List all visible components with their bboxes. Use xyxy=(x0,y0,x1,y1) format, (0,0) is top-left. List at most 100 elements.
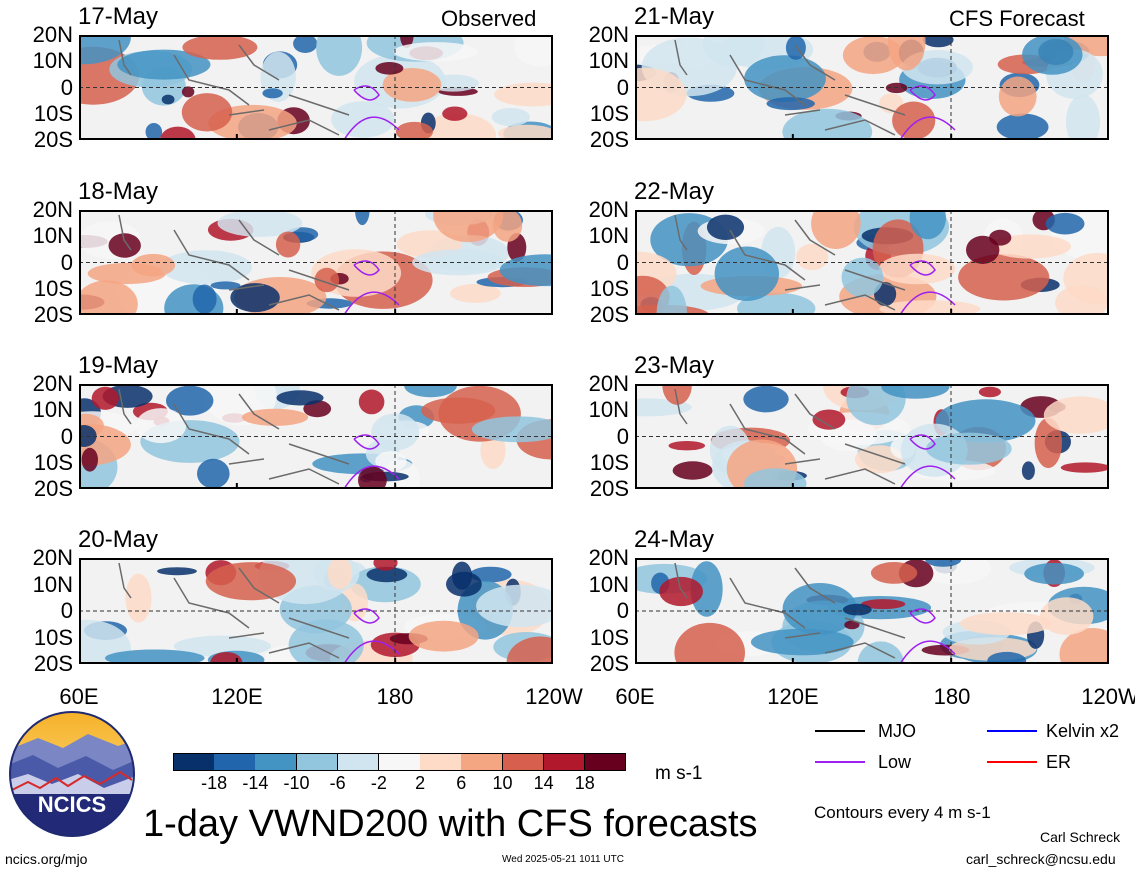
colorbar-segment xyxy=(378,753,421,771)
wind-anomaly-blob xyxy=(145,123,163,140)
wind-anomaly-blob xyxy=(1063,35,1109,57)
y-tick-label: 0 xyxy=(60,74,73,100)
wind-anomaly-blob xyxy=(421,397,496,424)
wind-anomaly-blob xyxy=(659,576,703,607)
wind-anomaly-blob xyxy=(987,651,1027,664)
wind-anomaly-blob xyxy=(288,619,364,664)
wind-anomaly-blob xyxy=(494,82,553,107)
map-panel xyxy=(79,210,553,315)
wind-anomaly-blob xyxy=(998,76,1037,117)
wind-anomaly-blob xyxy=(408,620,479,652)
wind-anomaly-blob xyxy=(497,124,553,140)
contour-note: Contours every 4 m s-1 xyxy=(814,803,991,822)
x-tick-label: 120W xyxy=(525,684,583,709)
wind-anomaly-blob xyxy=(842,603,872,616)
panel-date-label: 22-May xyxy=(634,178,715,205)
wind-anomaly-blob xyxy=(393,42,478,62)
wind-anomaly-blob xyxy=(506,636,553,664)
wind-anomaly-blob xyxy=(909,210,946,240)
y-tick-label: 0 xyxy=(60,249,73,275)
panel-date-label: 21-May xyxy=(634,3,715,30)
y-tick-label: 20S xyxy=(33,127,73,152)
wind-anomaly-blob xyxy=(668,441,706,451)
y-tick-label: 20S xyxy=(589,476,629,501)
panel-border xyxy=(79,35,553,140)
y-tick-label: 20S xyxy=(589,127,629,152)
y-tick-label: 0 xyxy=(616,249,629,275)
wind-anomaly-blob xyxy=(217,210,303,237)
wind-anomaly-blob xyxy=(935,399,1036,443)
x-tick-label: 120W xyxy=(1081,684,1135,709)
wind-anomaly-blob xyxy=(276,390,324,406)
coastline xyxy=(118,214,350,311)
y-tick-label: 10N xyxy=(32,397,73,423)
colorbar-tick-label: -2 xyxy=(370,773,387,793)
wind-anomaly-blob xyxy=(160,250,253,285)
wind-anomaly-blob xyxy=(131,253,176,277)
map-panel xyxy=(79,384,553,489)
low-contour xyxy=(343,434,400,489)
coastline xyxy=(674,388,906,485)
footer-url: ncics.org/mjo xyxy=(5,851,88,867)
wind-anomaly-blob xyxy=(375,451,407,472)
wind-anomaly-blob xyxy=(375,62,404,75)
wind-anomaly-blob xyxy=(690,561,723,617)
panel-date-label: 19-May xyxy=(78,352,159,379)
low-contour xyxy=(899,608,956,664)
panel-date-label: 20-May xyxy=(78,526,159,553)
wind-anomaly-blob xyxy=(166,385,214,416)
colorbar-tick-label: -14 xyxy=(242,773,269,793)
wind-anomaly-blob xyxy=(450,283,501,303)
wind-anomaly-blob xyxy=(878,253,956,285)
y-tick-label: 10N xyxy=(588,571,629,597)
wind-anomaly-blob xyxy=(105,649,205,664)
wind-anomaly-blob xyxy=(499,254,553,287)
wind-anomaly-blob xyxy=(656,285,687,315)
wind-anomaly-blob xyxy=(157,567,197,576)
wind-anomaly-blob xyxy=(662,384,692,405)
y-tick-label: 10N xyxy=(32,48,73,74)
wind-anomaly-blob xyxy=(706,214,745,240)
wind-anomaly-blob xyxy=(371,413,420,451)
colorbar-tick-label: -10 xyxy=(283,773,310,793)
wind-anomaly-blob xyxy=(1045,212,1085,235)
wind-anomaly-blob xyxy=(316,35,363,76)
wind-anomaly-blob xyxy=(117,49,211,80)
wind-anomaly-blob xyxy=(314,267,340,293)
wind-anomaly-blob xyxy=(1040,597,1094,635)
y-tick-label: 20S xyxy=(589,302,629,327)
wind-anomaly-blob xyxy=(796,243,829,271)
wind-anomaly-blob xyxy=(197,458,230,489)
wind-anomaly-blob xyxy=(395,121,433,140)
panel-date-label: 17-May xyxy=(78,3,159,30)
y-tick-label: 0 xyxy=(616,74,629,100)
footer-author: Carl Schreck xyxy=(1040,829,1121,845)
wind-anomaly-blob xyxy=(210,281,241,290)
panel-date-label: 24-May xyxy=(634,526,715,553)
wind-anomaly-blob xyxy=(205,562,297,601)
colorbar-segment xyxy=(337,753,380,771)
wind-anomaly-blob xyxy=(766,97,815,111)
y-tick-label: 10N xyxy=(32,223,73,249)
wind-anomaly-blob xyxy=(210,652,243,664)
map-panel xyxy=(635,35,1109,140)
map-panel xyxy=(79,35,553,140)
wind-anomaly-blob xyxy=(879,300,981,315)
map-panel xyxy=(79,558,553,664)
wind-anomaly-blob xyxy=(382,68,442,102)
wind-anomaly-blob xyxy=(79,35,131,65)
wind-anomaly-blob xyxy=(635,67,687,122)
wind-anomaly-blob xyxy=(996,113,1049,140)
wind-anomaly-blob xyxy=(857,641,904,664)
y-tick-label: 10S xyxy=(589,275,629,301)
wind-anomaly-blob xyxy=(812,409,846,430)
colorbar-units: m s-1 xyxy=(655,763,703,784)
y-tick-label: 20S xyxy=(589,651,629,676)
wind-anomaly-blob xyxy=(327,558,353,590)
wind-anomaly-blob xyxy=(674,622,745,664)
panel-border xyxy=(79,210,553,315)
x-tick-label: 180 xyxy=(376,684,414,709)
wind-anomaly-blob xyxy=(182,35,258,60)
wind-anomaly-blob xyxy=(870,562,918,584)
wind-anomaly-blob xyxy=(782,108,873,140)
